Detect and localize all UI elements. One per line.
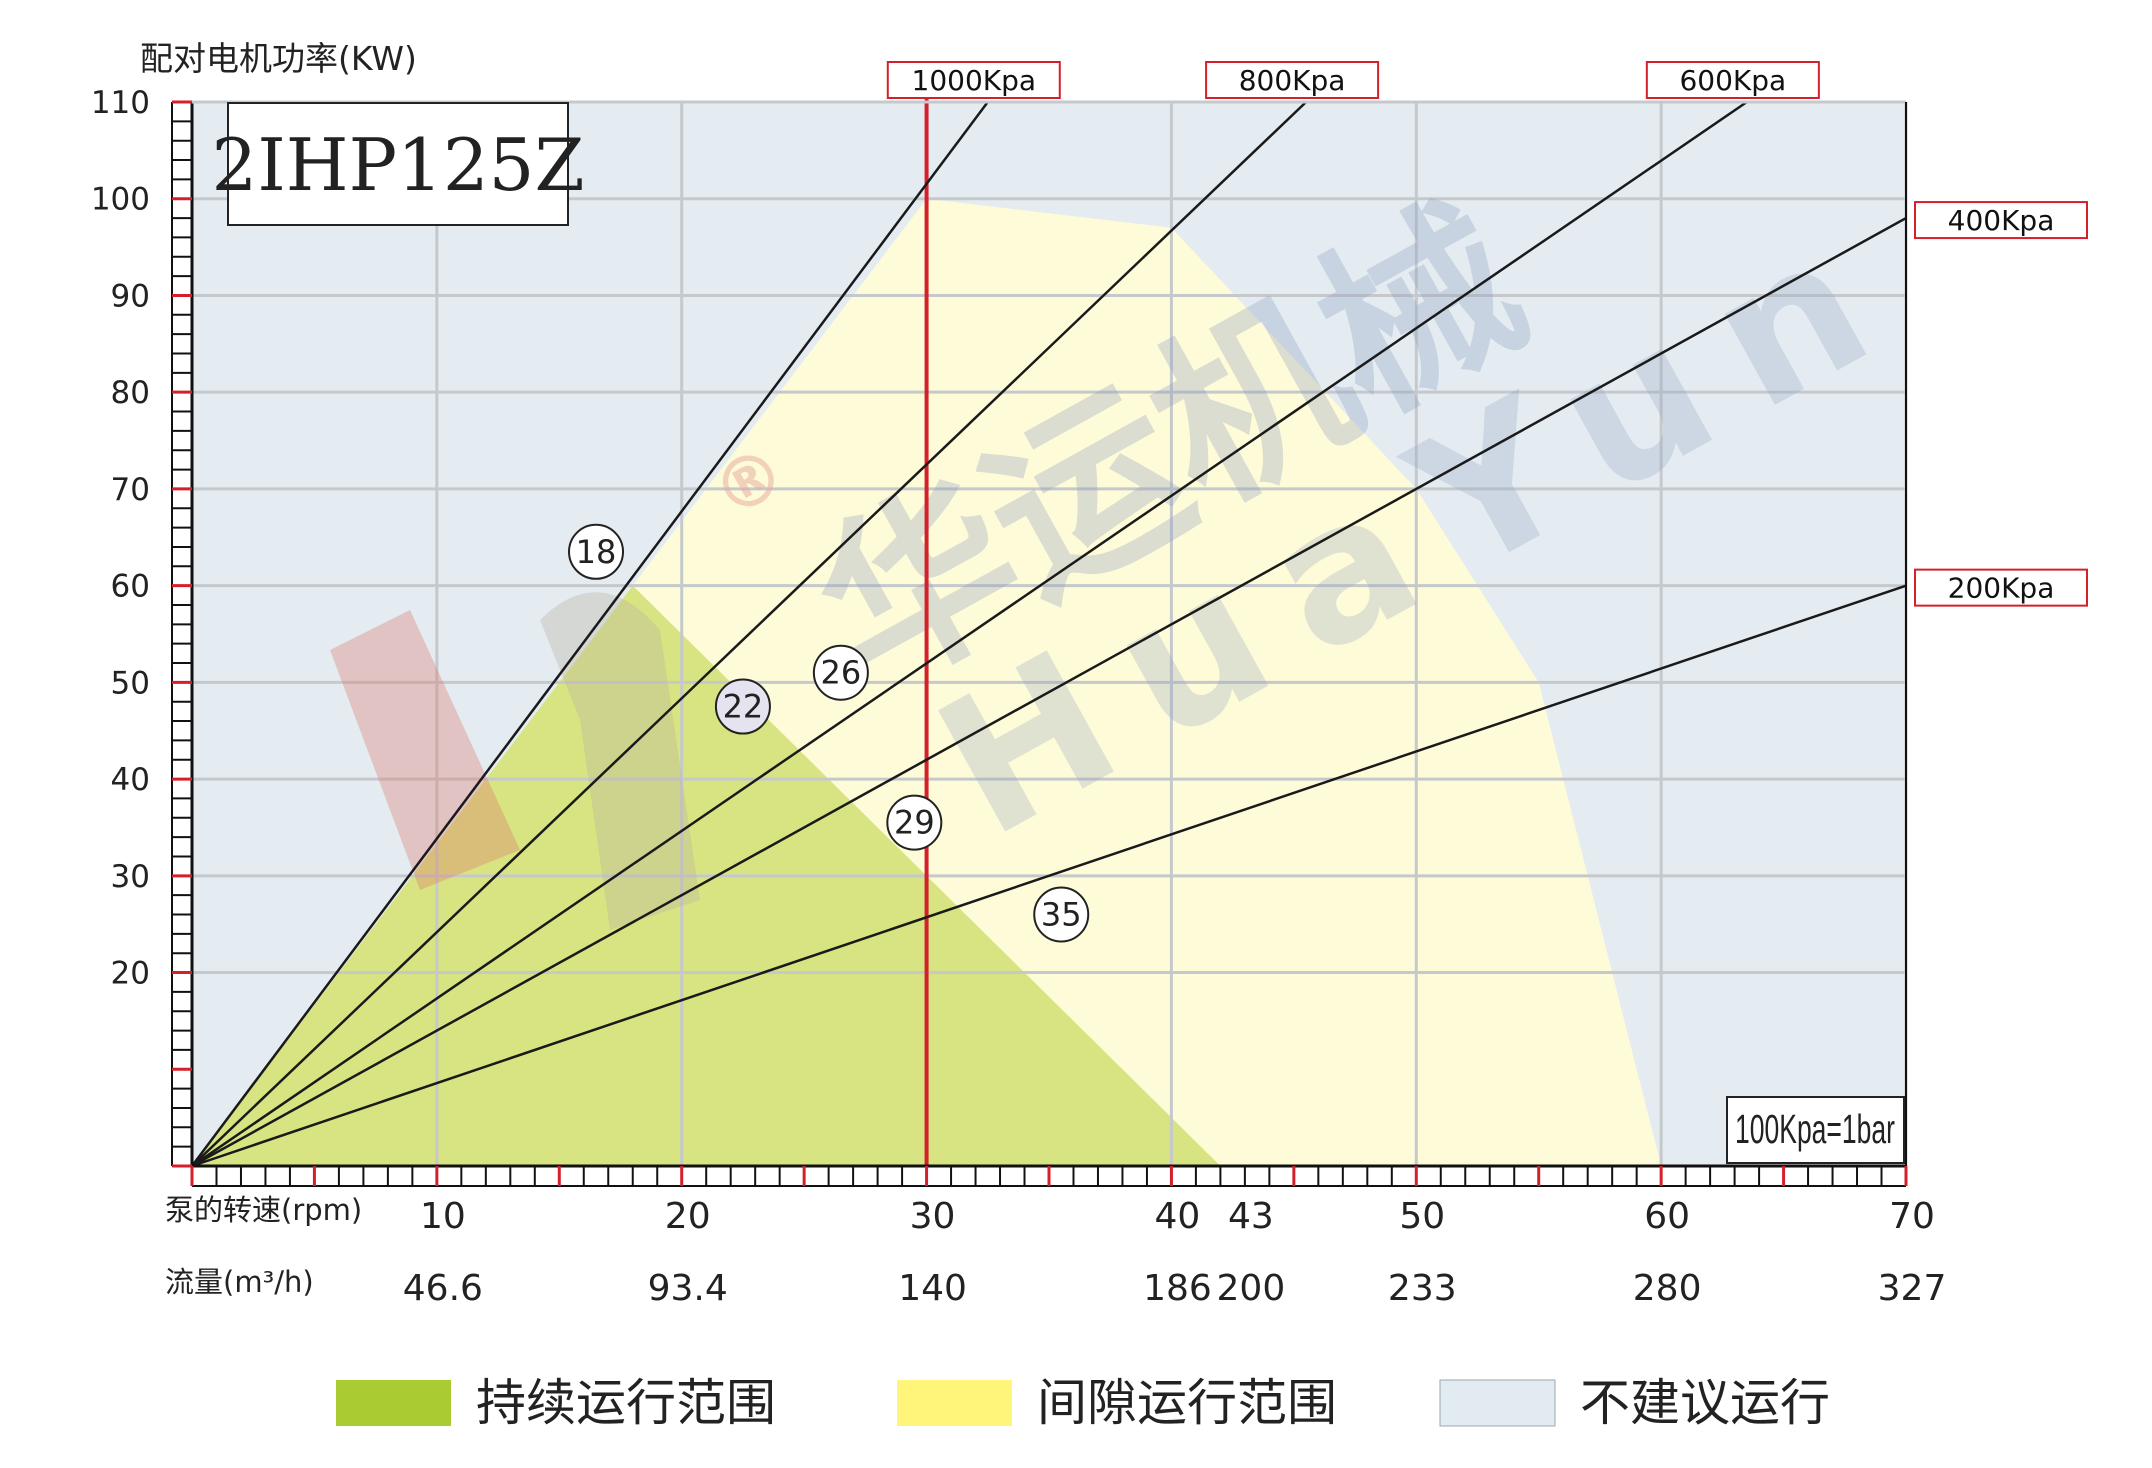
flow-value-label: 280 (1633, 1268, 1702, 1309)
pressure-label-box (886, 61, 1061, 99)
pressure-lines: 1000Kpa 800Kpa 600Kpa 400Kpa 200Kpa (190, 61, 2088, 1168)
y-tick-label: 100 (91, 182, 150, 218)
legend-label: 持续运行范围 (476, 1374, 776, 1432)
speed-circle-label: 29 (894, 804, 935, 842)
legend-swatch (1439, 1379, 1556, 1427)
x-tick-label: 10 (420, 1196, 466, 1237)
y-tick-label: 40 (111, 762, 150, 798)
pressure-line (191, 584, 1907, 1168)
pressure-line (191, 101, 1307, 1167)
speed-circle-marker (812, 644, 869, 701)
legend-label: 间隙运行范围 (1037, 1374, 1337, 1432)
flow-value-label: 186 (1143, 1268, 1212, 1309)
pressure-label-box (1205, 61, 1380, 99)
speed-circle-marker (714, 678, 771, 735)
pressure-label-box (1645, 61, 1820, 99)
flow-value-label: 327 (1878, 1268, 1947, 1309)
pressure-label: 800Kpa (1239, 64, 1346, 97)
x-tick-label: 50 (1399, 1196, 1445, 1237)
x-axis-title: 泵的转速(rpm) (165, 1193, 362, 1227)
y-axis-title: 配对电机功率(KW) (140, 39, 417, 78)
pressure-label: 400Kpa (1948, 204, 2055, 237)
pressure-label: 200Kpa (1948, 572, 2055, 605)
flow-row-title: 流量(m³/h) (165, 1265, 314, 1299)
pressure-line (191, 216, 1907, 1168)
x-tick-label: 40 (1155, 1196, 1201, 1237)
pressure-label-box (1914, 201, 2088, 240)
x-tick-label: 20 (665, 1196, 711, 1237)
speed-circle-marker (886, 794, 943, 851)
flow-value-label: 93.4 (648, 1268, 728, 1309)
legend-label: 不建议运行 (1580, 1374, 1830, 1432)
flow-value-label: 200 (1217, 1268, 1286, 1309)
speed-circle-marker (1033, 886, 1090, 943)
legend-swatch (897, 1380, 1012, 1426)
x-tick-label: 60 (1644, 1196, 1690, 1237)
model-title-box (227, 102, 569, 226)
speed-circle-marker (568, 523, 625, 580)
axes: 20 30 40 50 60 70 80 90 100 110 配对电机功率(KW) 泵的转速(rpm… (91, 39, 1947, 1309)
model-title: 2IHP125Z (212, 123, 585, 207)
legend-swatch (336, 1380, 451, 1426)
y-tick-label: 70 (111, 472, 150, 508)
y-tick-label: 80 (111, 375, 150, 411)
speed-circle-label: 26 (821, 654, 862, 692)
x-tick-label: 70 (1889, 1196, 1935, 1237)
x-tick-label: 43 (1228, 1196, 1274, 1237)
unit-note-box (1726, 1096, 1905, 1164)
speed-circle-label: 18 (576, 533, 617, 571)
flow-value-label: 140 (898, 1268, 967, 1309)
flow-value-label: 46.6 (403, 1268, 483, 1309)
y-tick-label: 30 (111, 859, 150, 895)
labels: 2IHP125Z 100Kpa=1bar 18 22 26 29 35 (212, 102, 1905, 1164)
watermark-logo-shape (330, 610, 520, 890)
speed-circle-label: 22 (723, 688, 764, 726)
flow-value-label: 233 (1388, 1268, 1457, 1309)
pressure-line (191, 100, 1748, 1168)
pressure-label: 600Kpa (1679, 64, 1786, 97)
speed-circle-label: 35 (1041, 896, 1082, 934)
pressure-label: 1000Kpa (912, 64, 1037, 97)
y-tick-label: 20 (111, 956, 150, 992)
x-tick-label: 30 (910, 1196, 956, 1237)
pressure-line (190, 101, 989, 1167)
y-tick-label: 60 (111, 569, 150, 605)
pressure-label-box (1914, 568, 2088, 607)
y-tick-label: 90 (111, 278, 150, 314)
unit-note: 100Kpa=1bar (1735, 1107, 1895, 1152)
y-tick-label: 50 (111, 665, 150, 701)
y-tick-label: 110 (91, 85, 150, 121)
legend: 持续运行范围 间隙运行范围 不建议运行 (336, 1374, 1830, 1432)
